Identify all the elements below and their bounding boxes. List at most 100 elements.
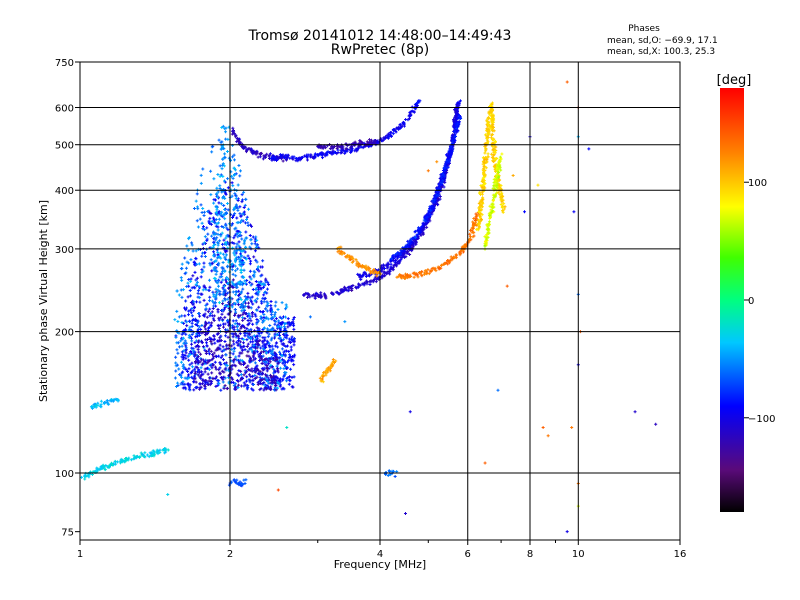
echo-point <box>289 348 293 352</box>
echo-point <box>255 238 259 242</box>
echo-point <box>258 334 262 338</box>
echo-point <box>198 300 202 304</box>
echo-point <box>203 255 207 259</box>
echo-point <box>270 344 274 348</box>
echo-point <box>187 367 191 371</box>
echo-point <box>226 318 230 322</box>
echo-point <box>279 359 283 363</box>
echo-point <box>251 287 255 291</box>
echo-point <box>209 193 213 197</box>
echo-point <box>206 232 210 236</box>
echo-point <box>241 341 245 345</box>
echo-point <box>196 321 200 325</box>
echo-point <box>273 304 277 308</box>
echo-point <box>254 258 258 262</box>
echo-point <box>190 243 194 247</box>
echo-point <box>223 340 227 344</box>
echo-point <box>500 152 504 156</box>
echo-point <box>261 347 265 351</box>
echo-point <box>261 344 265 348</box>
echo-point <box>265 360 269 364</box>
echo-point <box>261 285 265 289</box>
echo-point <box>194 282 198 286</box>
echo-point <box>276 380 280 384</box>
echo-point <box>210 299 214 303</box>
echo-point <box>233 322 237 326</box>
echo-point <box>216 284 220 288</box>
echo-point <box>275 333 279 337</box>
echo-point <box>275 364 279 368</box>
echo-point <box>183 354 187 358</box>
echo-point <box>251 374 255 378</box>
echo-point <box>206 326 210 330</box>
echo-point <box>212 236 216 240</box>
echo-point <box>184 341 188 345</box>
echo-point <box>267 332 271 336</box>
echo-point <box>207 220 211 224</box>
echo-point <box>186 369 190 373</box>
echo-point <box>269 338 273 342</box>
echo-point <box>187 376 191 380</box>
echo-point <box>292 327 296 331</box>
echo-point <box>523 210 527 214</box>
echo-point <box>252 334 256 338</box>
echo-point <box>222 225 226 229</box>
echo-point <box>393 475 397 479</box>
echo-point <box>426 169 430 173</box>
echo-point <box>280 347 284 351</box>
echo-point <box>238 230 242 234</box>
echo-point <box>262 312 266 316</box>
echo-point <box>173 376 177 380</box>
echo-point <box>209 323 213 327</box>
echo-point <box>189 350 193 354</box>
echo-point <box>263 343 267 347</box>
echo-point <box>240 193 244 197</box>
echo-point <box>187 333 191 337</box>
echo-point <box>282 322 286 326</box>
echo-point <box>249 238 253 242</box>
echo-point <box>273 311 277 315</box>
echo-point <box>196 291 200 295</box>
echo-point <box>114 460 118 464</box>
chart-subtitle: RwPretec (8p) <box>331 42 429 58</box>
echo-point <box>281 332 285 336</box>
echo-point <box>283 372 287 376</box>
echo-point <box>194 335 198 339</box>
colorbar-ticks: 100 0 −100 <box>744 178 775 425</box>
echo-point <box>215 186 219 190</box>
echo-point <box>290 335 294 339</box>
echo-point <box>255 297 259 301</box>
echo-point <box>249 336 253 340</box>
echo-point <box>257 319 261 323</box>
echo-point <box>193 263 197 267</box>
echo-point <box>221 286 225 290</box>
echo-point <box>224 130 228 134</box>
echo-point <box>224 353 228 357</box>
echo-point <box>236 183 240 187</box>
echo-point <box>246 221 250 225</box>
echo-point <box>197 284 201 288</box>
echo-point <box>242 210 246 214</box>
echo-point <box>180 295 184 299</box>
echo-point <box>261 259 265 263</box>
echo-point <box>290 338 294 342</box>
echo-point <box>206 310 210 314</box>
echo-point <box>269 328 273 332</box>
echo-point <box>179 382 183 386</box>
echo-point <box>262 300 266 304</box>
echo-point <box>237 374 241 378</box>
echo-point <box>266 301 270 305</box>
echo-point <box>218 371 222 375</box>
echo-point <box>258 281 262 285</box>
echo-point <box>286 376 290 380</box>
echo-point <box>209 169 213 173</box>
echo-point <box>247 312 251 316</box>
echo-point <box>189 301 193 305</box>
echo-point <box>236 328 240 332</box>
echo-point <box>192 261 196 265</box>
echo-point <box>194 199 198 203</box>
echo-point <box>206 338 210 342</box>
echo-point <box>186 281 190 285</box>
echo-point <box>263 296 267 300</box>
echo-point <box>188 388 192 392</box>
